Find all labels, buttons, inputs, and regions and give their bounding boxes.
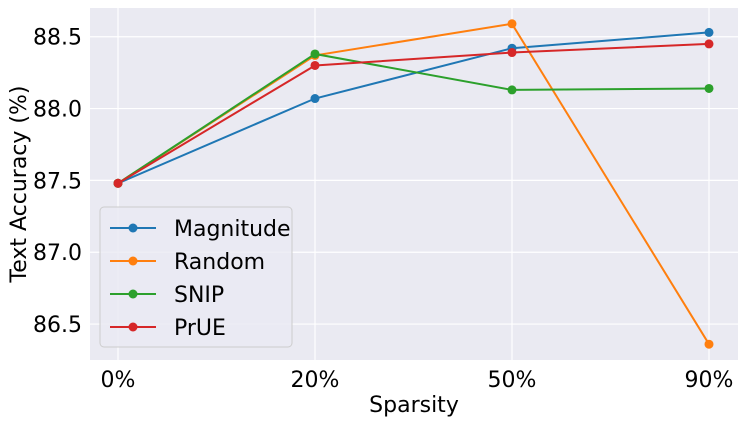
x-axis-label: Sparsity xyxy=(369,393,459,418)
series-prue xyxy=(113,39,714,188)
data-point xyxy=(704,39,714,49)
legend-marker xyxy=(128,322,138,332)
legend-marker xyxy=(128,223,138,233)
x-tick-label: 90% xyxy=(685,368,734,393)
legend: Magnitude Random SNIP PrUE xyxy=(99,206,293,348)
legend-item: Random xyxy=(110,250,265,275)
data-point xyxy=(507,19,517,29)
data-point xyxy=(113,178,123,188)
legend-label: Random xyxy=(174,250,265,275)
data-point xyxy=(310,94,320,104)
series-line xyxy=(117,52,710,185)
data-point xyxy=(704,83,714,93)
y-axis-label: Text Accuracy (%) xyxy=(7,86,32,284)
x-axis-ticks: 0% 20% 50% 90% xyxy=(101,368,734,393)
x-tick-label: 50% xyxy=(488,368,537,393)
data-point xyxy=(507,48,517,58)
y-tick-label: 87.5 xyxy=(33,169,82,194)
data-point xyxy=(507,85,517,95)
data-point xyxy=(310,49,320,59)
y-tick-label: 88.0 xyxy=(33,98,82,123)
data-point xyxy=(704,27,714,37)
y-tick-label: 86.5 xyxy=(33,313,82,338)
series-line xyxy=(117,31,710,185)
legend-label: PrUE xyxy=(174,316,226,341)
legend-label: SNIP xyxy=(174,283,224,308)
data-point xyxy=(704,339,714,349)
legend-item: Magnitude xyxy=(110,217,291,242)
y-tick-label: 87.0 xyxy=(33,241,82,266)
x-tick-label: 0% xyxy=(101,368,136,393)
series-layer xyxy=(113,19,714,349)
series-line xyxy=(117,42,710,185)
x-tick-label: 20% xyxy=(291,368,340,393)
legend-marker xyxy=(128,289,138,299)
data-point xyxy=(310,60,320,70)
legend-label: Magnitude xyxy=(174,217,291,242)
legend-marker xyxy=(128,256,138,266)
y-axis-ticks: 86.5 87.0 87.5 88.0 88.5 xyxy=(33,26,82,338)
legend-item: SNIP xyxy=(110,283,224,308)
legend-item: PrUE xyxy=(110,316,226,341)
y-tick-label: 88.5 xyxy=(33,26,82,51)
legend-box xyxy=(99,206,293,348)
